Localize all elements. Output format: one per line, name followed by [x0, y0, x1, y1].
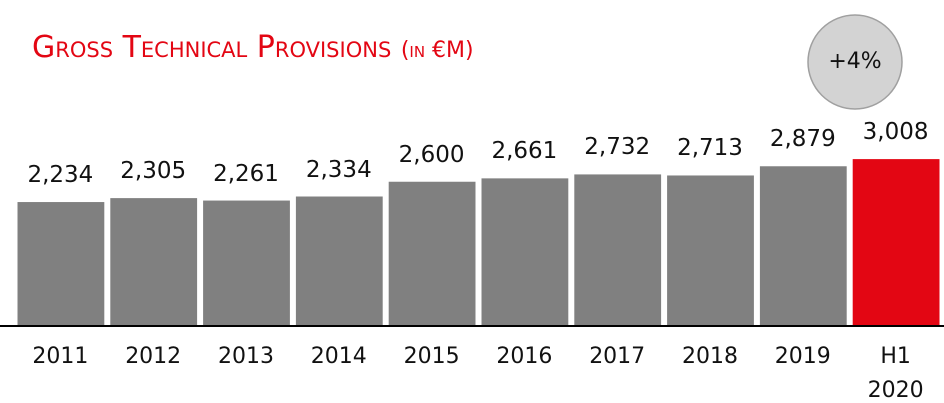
bar: [110, 198, 198, 326]
x-tick-label: 2014: [310, 344, 367, 369]
x-tick-label: 2011: [32, 344, 89, 369]
value-label: 3,008: [862, 119, 929, 146]
x-tick-label: 2012: [125, 344, 182, 369]
bar: [295, 196, 383, 326]
chart-title: Gross Technical Provisions: [32, 30, 392, 65]
bar: [759, 166, 847, 326]
x-tick-label: 2019: [774, 344, 831, 369]
bar: [388, 181, 476, 326]
bar: [481, 178, 569, 326]
x-tick-label: 2013: [218, 344, 274, 369]
chart-subtitle: (in €M): [400, 38, 474, 63]
bar: [667, 175, 754, 326]
chart-title-block: Gross Technical Provisions (in €M): [32, 30, 474, 65]
value-label: 2,305: [120, 158, 187, 185]
bar: [574, 174, 662, 326]
value-label: 2,879: [769, 126, 836, 153]
x-tick-label: H1 2020: [867, 344, 924, 403]
value-label: 2,334: [305, 156, 372, 183]
x-tick-label: 2018: [682, 344, 738, 369]
x-tick-label: 2015: [403, 344, 460, 369]
value-label: 2,713: [677, 135, 743, 162]
value-label: 2,261: [213, 160, 279, 187]
bar: [17, 202, 105, 326]
value-label: 2,732: [584, 134, 651, 161]
bar: [852, 159, 940, 326]
value-label: 2,661: [491, 138, 558, 165]
value-label: 2,234: [27, 162, 94, 189]
annotation-circle: [807, 14, 903, 110]
x-tick-label: 2017: [589, 344, 646, 369]
bar: [203, 200, 290, 326]
x-tick-label: 2016: [496, 344, 553, 369]
value-label: 2,600: [398, 141, 465, 168]
annotation: +4%: [828, 49, 882, 74]
